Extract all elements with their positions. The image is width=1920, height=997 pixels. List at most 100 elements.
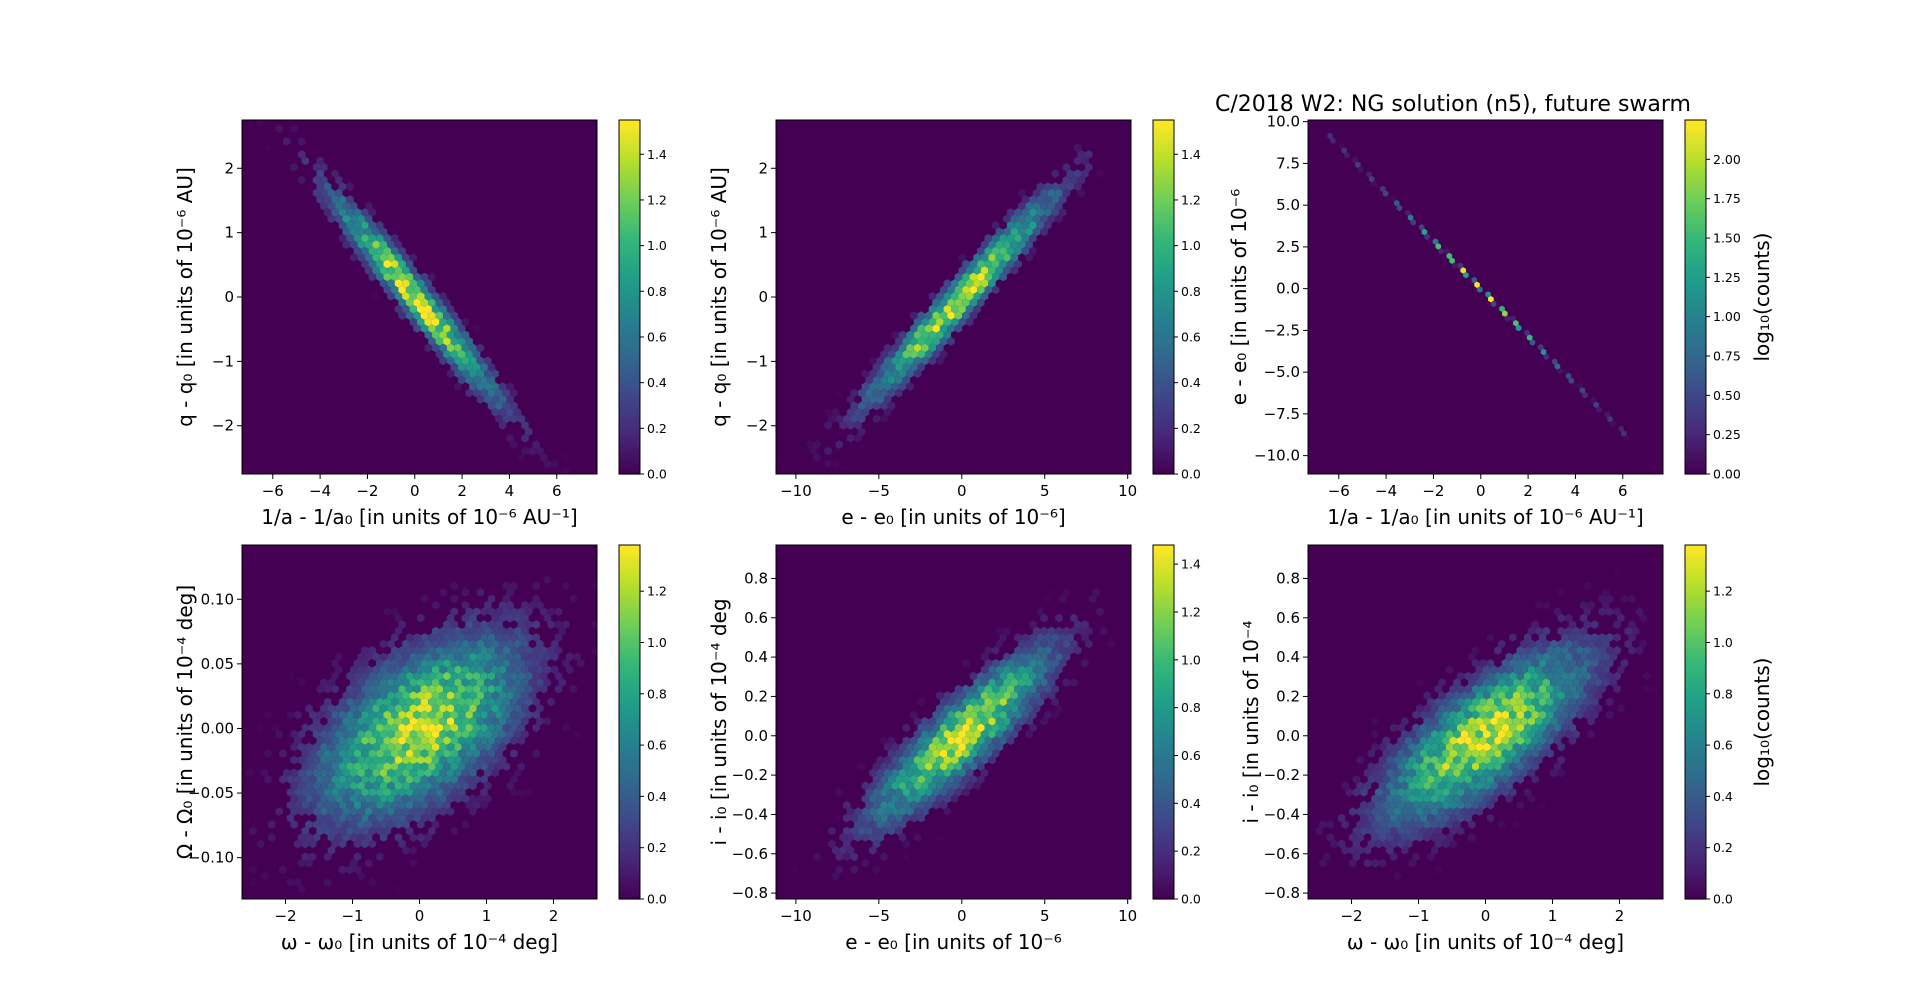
hexbin-cell xyxy=(431,717,440,726)
hexbin-cell xyxy=(450,710,458,720)
hexbin-cell xyxy=(461,704,470,713)
hexbin-cell xyxy=(1460,794,1469,803)
hexbin-cell xyxy=(1081,169,1089,178)
hexbin-cell xyxy=(562,453,570,462)
colorbar-segment xyxy=(1153,361,1174,366)
hexbin-cell xyxy=(506,433,514,443)
hexbin-cell xyxy=(876,369,884,378)
hexbin-cell xyxy=(309,762,317,771)
hexbin-cell xyxy=(472,800,481,810)
hexbin-cell xyxy=(305,833,313,842)
hexbin-cell xyxy=(461,755,470,765)
colorbar-segment xyxy=(619,663,640,667)
hexbin-cell xyxy=(928,343,937,353)
colorbar-segment xyxy=(619,412,640,416)
hexbin-cell xyxy=(417,678,425,687)
colorbar-segment xyxy=(1153,426,1174,431)
hexbin-cell xyxy=(1021,246,1030,256)
hexbin-cell xyxy=(320,781,328,791)
hexbin-cell xyxy=(327,201,336,211)
colorbar-segment xyxy=(619,261,640,266)
colorbar-segment xyxy=(619,462,640,466)
hexbin-cell xyxy=(1494,671,1502,681)
colorbar-segment xyxy=(1685,583,1706,587)
hexbin-cell xyxy=(409,317,417,327)
hexbin-cell xyxy=(364,691,373,700)
hexbin-cell xyxy=(398,311,406,320)
hexbin-cell xyxy=(1579,639,1588,649)
hexbin-cell xyxy=(1561,697,1569,707)
hexbin-cell xyxy=(469,807,477,816)
hexbin-cell xyxy=(962,762,970,771)
hexbin-cell xyxy=(405,659,414,668)
colorbar-segment xyxy=(1153,406,1174,410)
hexbin-cell xyxy=(1367,813,1375,823)
hexbin-cell xyxy=(906,807,914,816)
hexbin-cell xyxy=(502,697,511,707)
hexbin-cell xyxy=(443,350,451,359)
hexbin-cell xyxy=(454,652,462,662)
hexbin-cell xyxy=(939,337,948,346)
colorbar-segment xyxy=(1153,459,1174,463)
hexbin-cell xyxy=(951,304,959,314)
colorbar-segment xyxy=(1685,674,1706,679)
hexbin-cell xyxy=(1576,697,1584,707)
hexbin-cell xyxy=(1442,710,1450,720)
hexbin-cell xyxy=(1520,755,1528,765)
hexbin-cell xyxy=(498,382,507,391)
colorbar-segment xyxy=(1685,627,1706,632)
colorbar-segment xyxy=(1153,400,1174,404)
hexbin-cell xyxy=(1385,195,1392,202)
hexbin-cell xyxy=(1360,788,1368,797)
hexbin-cell xyxy=(309,723,317,733)
hexbin-cell xyxy=(869,833,877,842)
hexbin-cell xyxy=(476,343,485,353)
hexbin-cell xyxy=(1423,717,1431,726)
colorbar-frame xyxy=(618,119,641,475)
colorbar-segment xyxy=(619,385,640,390)
hexbin-cell xyxy=(965,729,974,739)
colorbar-segment xyxy=(619,801,640,806)
hexbin-cell xyxy=(1591,697,1599,707)
hexbin-cell xyxy=(1408,794,1416,803)
hexbin-cell xyxy=(1453,717,1461,726)
hexbin-cell xyxy=(428,671,436,681)
y-tick-label: −1 xyxy=(746,352,768,370)
hexbin-cell xyxy=(965,266,974,275)
colorbar-segment xyxy=(1685,294,1706,298)
hexbin-cell xyxy=(973,266,981,275)
colorbar-segment xyxy=(1153,730,1174,735)
colorbar-segment xyxy=(1685,376,1706,381)
colorbar-segment xyxy=(619,633,640,638)
hexbin-cell xyxy=(1579,613,1588,623)
hexbin-cell xyxy=(446,356,455,366)
hexbin-cell xyxy=(379,639,388,649)
hexbin-cell xyxy=(1051,169,1059,178)
hexbin-cell xyxy=(857,388,866,398)
colorbar-segment xyxy=(1153,146,1174,151)
hexbin-cell xyxy=(958,691,966,700)
hexbin-cell xyxy=(1509,775,1517,784)
colorbar-segment xyxy=(1685,553,1706,558)
hexbin-cell xyxy=(469,369,477,378)
hexbin-cell xyxy=(1598,594,1606,604)
hexbin-cell xyxy=(1564,717,1573,726)
x-axis-label: 1/a - 1/a₀ [in units of 10⁻⁶ AU⁻¹] xyxy=(261,505,577,529)
hexbin-cell xyxy=(383,813,391,823)
hexbin-cell xyxy=(910,350,918,359)
hexbin-cell xyxy=(495,723,503,733)
hexbin-cell xyxy=(342,704,350,713)
hexbin-cell xyxy=(301,156,309,166)
hexbin-cell xyxy=(290,742,298,752)
hexbin-cell xyxy=(1006,684,1015,694)
hexbin-cell xyxy=(1412,762,1420,771)
hexbin-cell xyxy=(1583,646,1591,655)
colorbar-segment xyxy=(1153,657,1174,661)
hexbin-cell xyxy=(480,671,488,681)
hexbin-cell xyxy=(1434,749,1443,758)
hexbin-cell xyxy=(502,414,511,424)
colorbar-tick-label: 1.2 xyxy=(1181,192,1201,207)
colorbar-segment xyxy=(619,571,640,576)
hexbin-cell xyxy=(297,833,306,842)
hexbin-cell xyxy=(936,742,944,752)
